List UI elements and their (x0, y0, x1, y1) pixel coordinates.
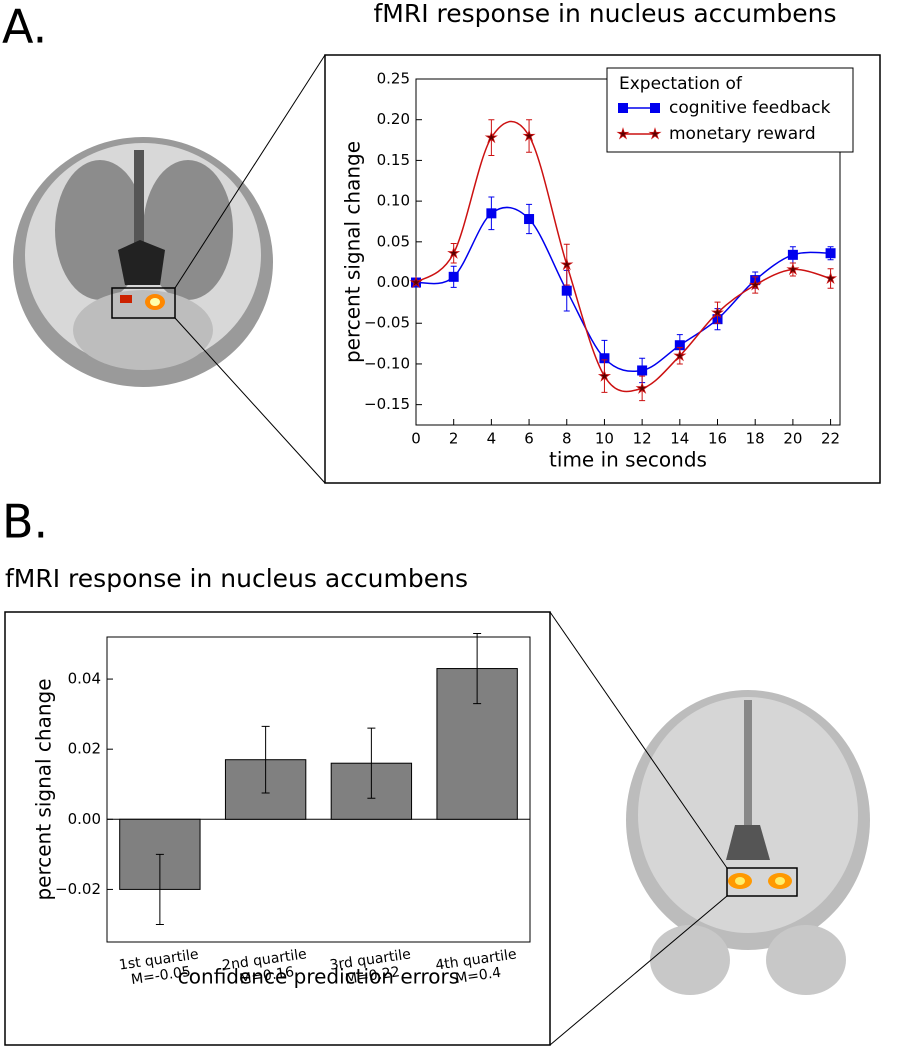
marker (560, 257, 574, 271)
brain-image-b (549, 611, 870, 1046)
y-tick-label: −0.05 (364, 314, 410, 332)
x-tick-label: 18 (746, 430, 765, 448)
fit-line (415, 120, 831, 393)
marker (823, 271, 838, 284)
x-tick-label: 10 (595, 430, 614, 448)
marker (711, 305, 724, 319)
y-tick-label: 0.15 (377, 151, 410, 169)
marker (648, 127, 662, 140)
x-tick-label: M=0.4 (454, 965, 502, 987)
panel-frame (4, 611, 551, 1046)
marker (825, 248, 836, 259)
panel-label: A. (2, 0, 47, 54)
x-tick-label: 20 (783, 430, 802, 448)
x-tick-label: 12 (633, 430, 652, 448)
y-tick-label: −0.02 (55, 880, 101, 898)
panel-frame (324, 54, 881, 484)
y-tick-label: −0.15 (364, 395, 410, 413)
y-tick-label: 0.00 (377, 273, 410, 291)
y-tick-label: −0.10 (364, 354, 410, 372)
chart-title: fMRI response in nucleus accumbens (373, 0, 836, 28)
x-tick-label: M=0.22 (344, 964, 401, 987)
y-tick-label: 0.05 (377, 232, 410, 250)
marker (599, 353, 610, 364)
error-bar (473, 632, 482, 705)
marker (786, 262, 800, 276)
marker (787, 249, 798, 260)
marker (635, 381, 649, 394)
y-tick-label: 0.25 (377, 70, 410, 88)
x-tick-label: 4 (487, 430, 497, 448)
panel-label: B. (2, 495, 48, 549)
y-tick-label: 0.10 (377, 192, 410, 210)
x-tick-label: 0 (411, 430, 421, 448)
y-axis-label: percent signal change (341, 141, 365, 363)
x-tick-label: 14 (670, 430, 689, 448)
marker (409, 275, 423, 289)
marker (522, 129, 536, 142)
x-tick-label: 8 (562, 430, 572, 448)
marker (673, 348, 687, 362)
marker (484, 130, 498, 144)
plot-area (106, 636, 531, 943)
marker (448, 271, 459, 282)
x-tick-label: M=0.16 (238, 964, 295, 988)
y-tick-label: 0.02 (68, 740, 101, 758)
marker (650, 103, 660, 113)
x-tick-label: 2 (449, 430, 459, 448)
x-axis-label: confidence prediction errors (178, 965, 459, 989)
y-tick-label: 0.00 (68, 810, 101, 828)
marker (618, 103, 628, 113)
marker (748, 278, 762, 291)
legend-label: cognitive feedback (669, 98, 831, 118)
legend-box (606, 67, 854, 153)
marker (616, 127, 630, 140)
error-bar (155, 853, 164, 925)
marker (486, 208, 497, 219)
x-axis-label: time in seconds (549, 448, 707, 472)
x-tick-label: 22 (821, 430, 840, 448)
legend-title: Expectation of (619, 74, 743, 94)
x-tick-label: 6 (524, 430, 534, 448)
y-tick-label: 0.04 (68, 670, 101, 688)
marker (447, 246, 461, 259)
fit-line (415, 206, 831, 373)
error-bar (261, 725, 270, 794)
error-bar (367, 727, 376, 799)
brain-image-a (13, 54, 326, 484)
x-tick-label: 16 (708, 430, 727, 448)
chart-title: fMRI response in nucleus accumbens (5, 564, 468, 593)
marker (524, 214, 535, 225)
marker (597, 369, 612, 382)
marker (637, 365, 648, 376)
y-tick-label: 0.20 (377, 110, 410, 128)
marker (674, 340, 685, 351)
y-axis-label: percent signal change (32, 678, 56, 900)
marker (561, 285, 572, 296)
legend-label: monetary reward (669, 124, 816, 144)
